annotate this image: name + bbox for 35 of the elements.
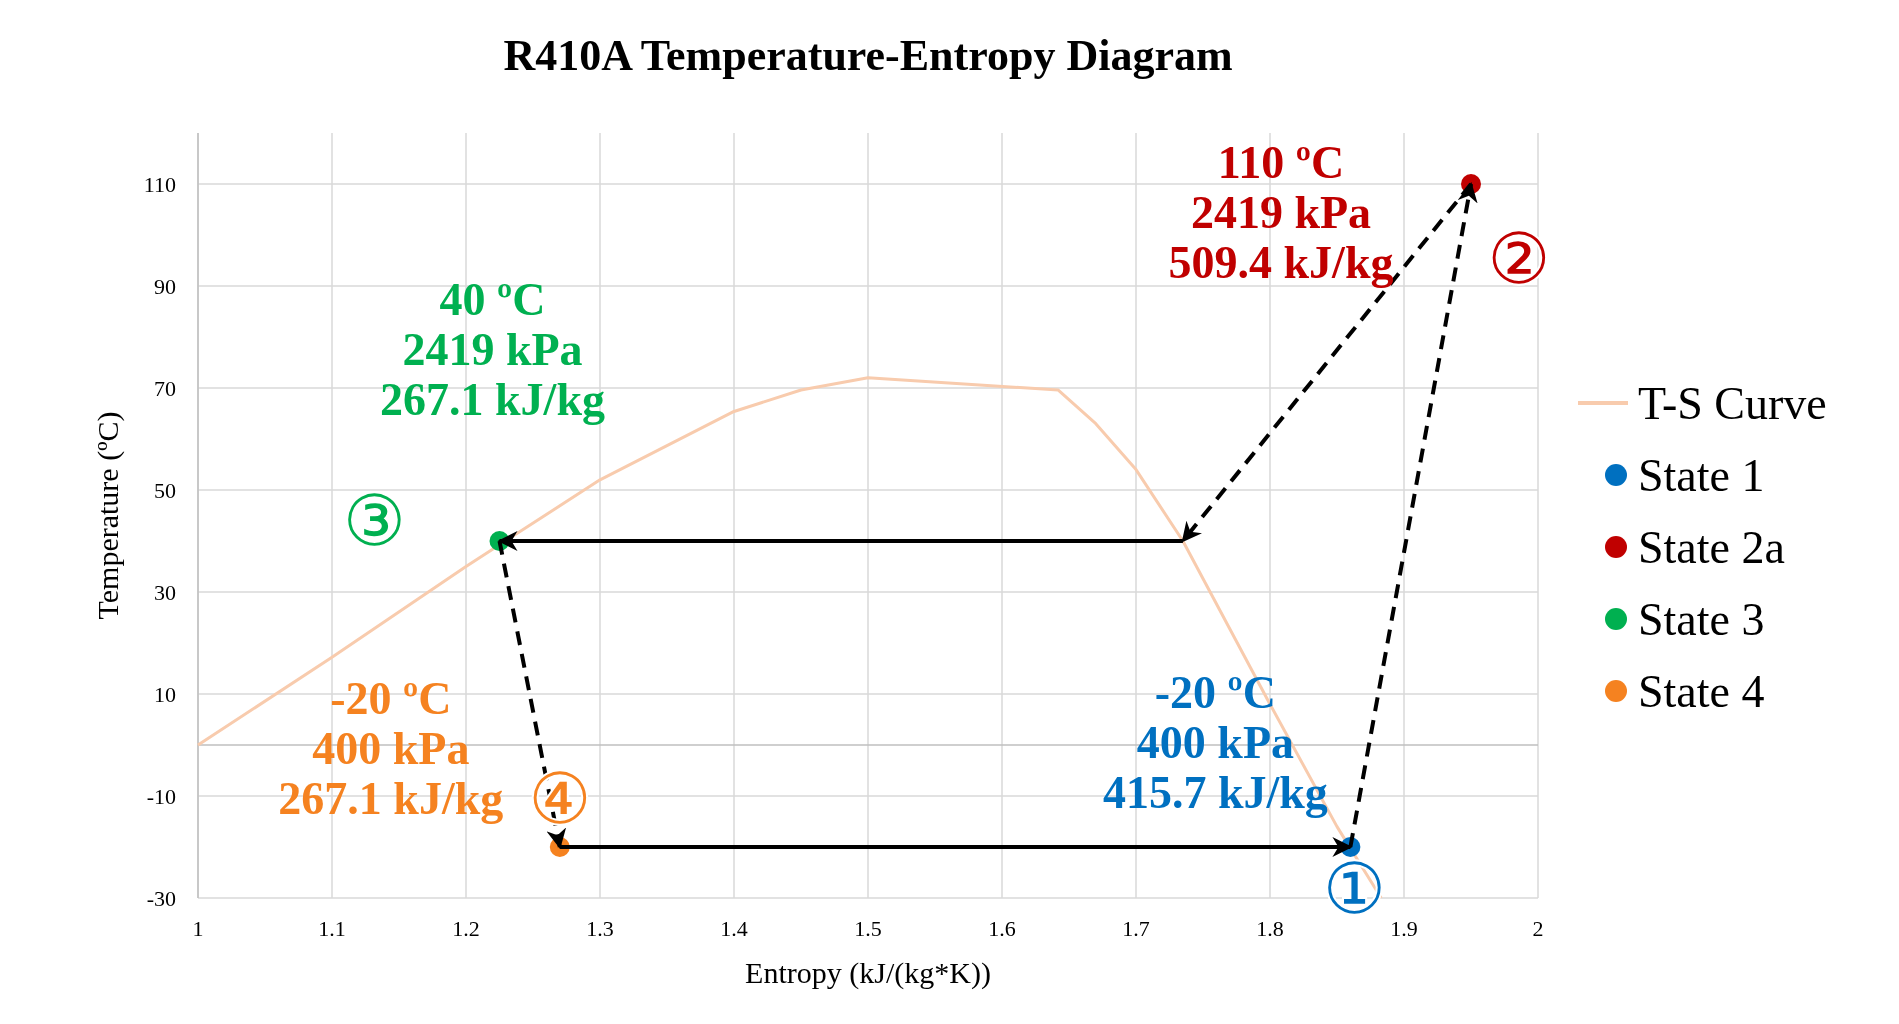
x-tick-label: 1.3 <box>586 916 614 941</box>
y-tick-label: 70 <box>154 375 176 401</box>
annotation: ① <box>1323 848 1386 930</box>
x-tick-label: 1.7 <box>1122 916 1150 941</box>
x-tick-label: 1.6 <box>988 916 1016 941</box>
data-label: 110 ºC 2419 kPa 509.4 kJ/kg <box>1168 136 1394 288</box>
y-tick-label: 10 <box>154 681 176 707</box>
annotation: ② <box>1487 218 1551 300</box>
x-tick-label: 1 <box>192 916 204 941</box>
y-tick-label: 90 <box>154 273 176 299</box>
annotation: ④ <box>528 758 592 840</box>
x-tick-label: 2 <box>1532 916 1544 941</box>
legend-label: State 1 <box>1638 449 1765 501</box>
legend-label: State 2a <box>1638 521 1785 573</box>
legend-label: State 3 <box>1638 593 1765 645</box>
y-tick-label: -30 <box>146 885 176 911</box>
y-tick-label: -10 <box>146 783 176 809</box>
chart-title: R410A Temperature-Entropy Diagram <box>503 31 1233 80</box>
annotation: ③ <box>343 480 406 562</box>
y-tick-label: 30 <box>154 579 176 605</box>
x-tick-label: 1.5 <box>854 916 882 941</box>
y-tick-label: 50 <box>154 477 176 503</box>
x-tick-label: 1.2 <box>452 916 480 941</box>
x-tick-label: 1.9 <box>1390 916 1418 941</box>
data-label: 40 ºC 2419 kPa 267.1 kJ/kg <box>380 273 605 425</box>
data-label: -20 ºC 400 kPa 415.7 kJ/kg <box>1102 666 1328 818</box>
x-tick-label: 1.1 <box>318 916 346 941</box>
x-tick-label: 1.4 <box>720 916 748 941</box>
x-tick-label: 1.8 <box>1256 916 1284 941</box>
data-label: -20 ºC 400 kPa 267.1 kJ/kg <box>278 672 504 824</box>
legend-label: T-S Curve <box>1638 377 1827 429</box>
x-axis-title: Entropy (kJ/(kg*K)) <box>745 956 991 990</box>
y-tick-label: 110 <box>143 171 176 197</box>
y-axis-title: Temperature (ºC) <box>91 411 125 620</box>
legend-label: State 4 <box>1638 665 1765 717</box>
